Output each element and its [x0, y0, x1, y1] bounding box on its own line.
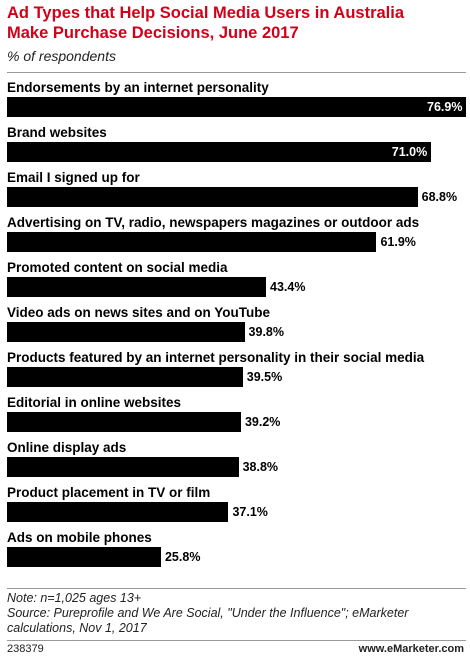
bar-track: 37.1%	[7, 502, 466, 522]
value-label: 25.8%	[164, 550, 201, 564]
chart-id: 238379	[7, 643, 44, 655]
bar-track: 43.4%	[7, 277, 466, 297]
bar-track: 39.5%	[7, 367, 466, 387]
bar-row: Endorsements by an internet personality 7…	[7, 80, 466, 117]
value-label: 39.2%	[244, 415, 281, 429]
bar-track: 39.8%	[7, 322, 466, 342]
category-label: Brand websites	[7, 125, 107, 140]
bar-row: Products featured by an internet persona…	[7, 350, 466, 387]
bar	[7, 232, 377, 252]
category-label: Promoted content on social media	[7, 260, 228, 275]
category-label: Editorial in online websites	[7, 395, 182, 410]
bar-track: 68.8%	[7, 187, 466, 207]
bar-list: Endorsements by an internet personality 7…	[7, 80, 466, 575]
value-label: 39.5%	[246, 370, 283, 384]
value-label: 61.9%	[380, 235, 416, 249]
bar-track: 38.8%	[7, 457, 466, 477]
bar	[7, 547, 161, 567]
bar	[7, 457, 239, 477]
divider	[7, 588, 466, 589]
category-label: Ads on mobile phones	[7, 530, 152, 545]
bar-row: Email I signed up for 68.8%	[7, 170, 466, 207]
category-label: Products featured by an internet persona…	[7, 350, 425, 365]
bar-track: 76.9%	[7, 97, 466, 117]
bar	[7, 277, 267, 297]
divider	[7, 640, 466, 641]
value-label: 71.0%	[391, 145, 428, 159]
bar	[7, 142, 431, 162]
bar-row: Product placement in TV or film 37.1%	[7, 485, 466, 522]
value-label: 76.9%	[427, 100, 463, 114]
bar-row: Brand websites 71.0%	[7, 125, 466, 162]
value-label: 39.8%	[248, 325, 284, 339]
category-label: Online display ads	[7, 440, 127, 455]
category-label: Advertising on TV, radio, newspapers mag…	[7, 215, 420, 230]
bar-row: Video ads on news sites and on YouTube 39…	[7, 305, 466, 342]
bar	[7, 502, 229, 522]
site: www.eMarketer.com	[358, 643, 464, 655]
bar	[7, 412, 241, 432]
chart-title: Ad Types that Help Social Media Users in…	[7, 4, 405, 42]
bar-row: Ads on mobile phones 25.8%	[7, 530, 466, 567]
bar-row: Editorial in online websites 39.2%	[7, 395, 466, 432]
bar	[7, 187, 418, 207]
bar-row: Online display ads 38.8%	[7, 440, 466, 477]
bar	[7, 97, 466, 117]
divider	[7, 72, 466, 73]
bar-track: 25.8%	[7, 547, 466, 567]
source: Source: Pureprofile and We Are Social, "…	[7, 606, 409, 635]
category-label: Endorsements by an internet personality	[7, 80, 269, 95]
note: Note: n=1,025 ages 13+	[7, 591, 142, 605]
bar-track: 61.9%	[7, 232, 466, 252]
category-label: Email I signed up for	[7, 170, 140, 185]
category-label: Product placement in TV or film	[7, 485, 211, 500]
bar-track: 39.2%	[7, 412, 466, 432]
bar	[7, 367, 243, 387]
value-label: 37.1%	[232, 505, 268, 519]
value-label: 68.8%	[421, 190, 458, 204]
bar-row: Advertising on TV, radio, newspapers mag…	[7, 215, 466, 252]
footnote: Note: n=1,025 ages 13+ Source: Pureprofi…	[7, 591, 447, 636]
bar-row: Promoted content on social media 43.4%	[7, 260, 466, 297]
bar-track: 71.0%	[7, 142, 466, 162]
value-label: 38.8%	[242, 460, 279, 474]
chart-subtitle: % of respondents	[7, 48, 116, 64]
category-label: Video ads on news sites and on YouTube	[7, 305, 271, 320]
bar	[7, 322, 245, 342]
value-label: 43.4%	[270, 280, 306, 294]
